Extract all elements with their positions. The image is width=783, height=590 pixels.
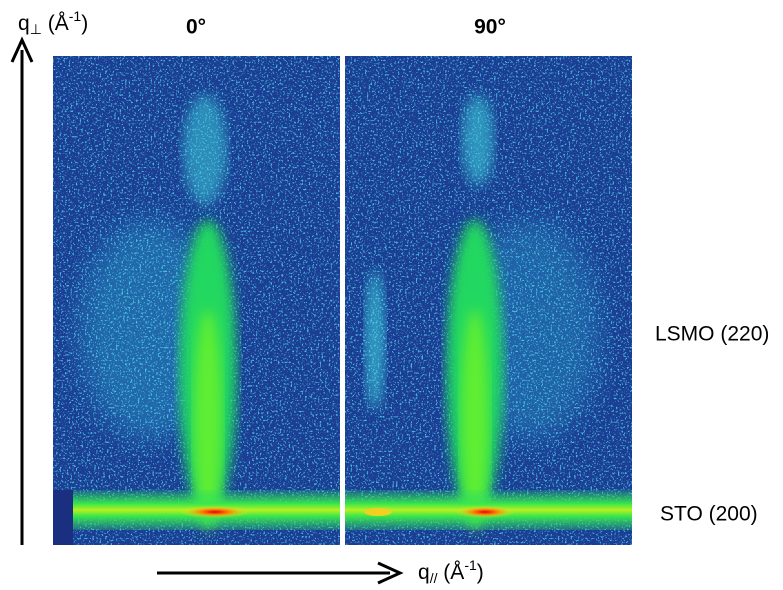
- y-symbol: q: [18, 12, 30, 35]
- y-unit-close: ): [81, 12, 88, 35]
- y-subscript: ⊥: [30, 21, 42, 37]
- x-axis-label: q// (Å-1): [418, 557, 484, 586]
- x-symbol: q: [418, 561, 430, 584]
- x-arrowhead: [377, 561, 404, 585]
- map-0: [53, 56, 340, 545]
- map-1: [345, 56, 632, 545]
- annotation: LSMO (220): [655, 323, 769, 346]
- x-unit: (Å: [437, 561, 464, 584]
- panel-title: 90°: [474, 16, 506, 39]
- y-unit: (Å: [42, 12, 69, 35]
- y-exponent: -1: [69, 8, 82, 24]
- y-axis-label: q⊥ (Å-1): [18, 8, 88, 37]
- x-unit-close: ): [477, 561, 484, 584]
- x-subscript: //: [430, 570, 438, 586]
- annotation: STO (200): [660, 503, 758, 526]
- panel-title: 0°: [186, 16, 206, 39]
- y-arrowhead: [10, 36, 34, 63]
- x-exponent: -1: [464, 557, 477, 573]
